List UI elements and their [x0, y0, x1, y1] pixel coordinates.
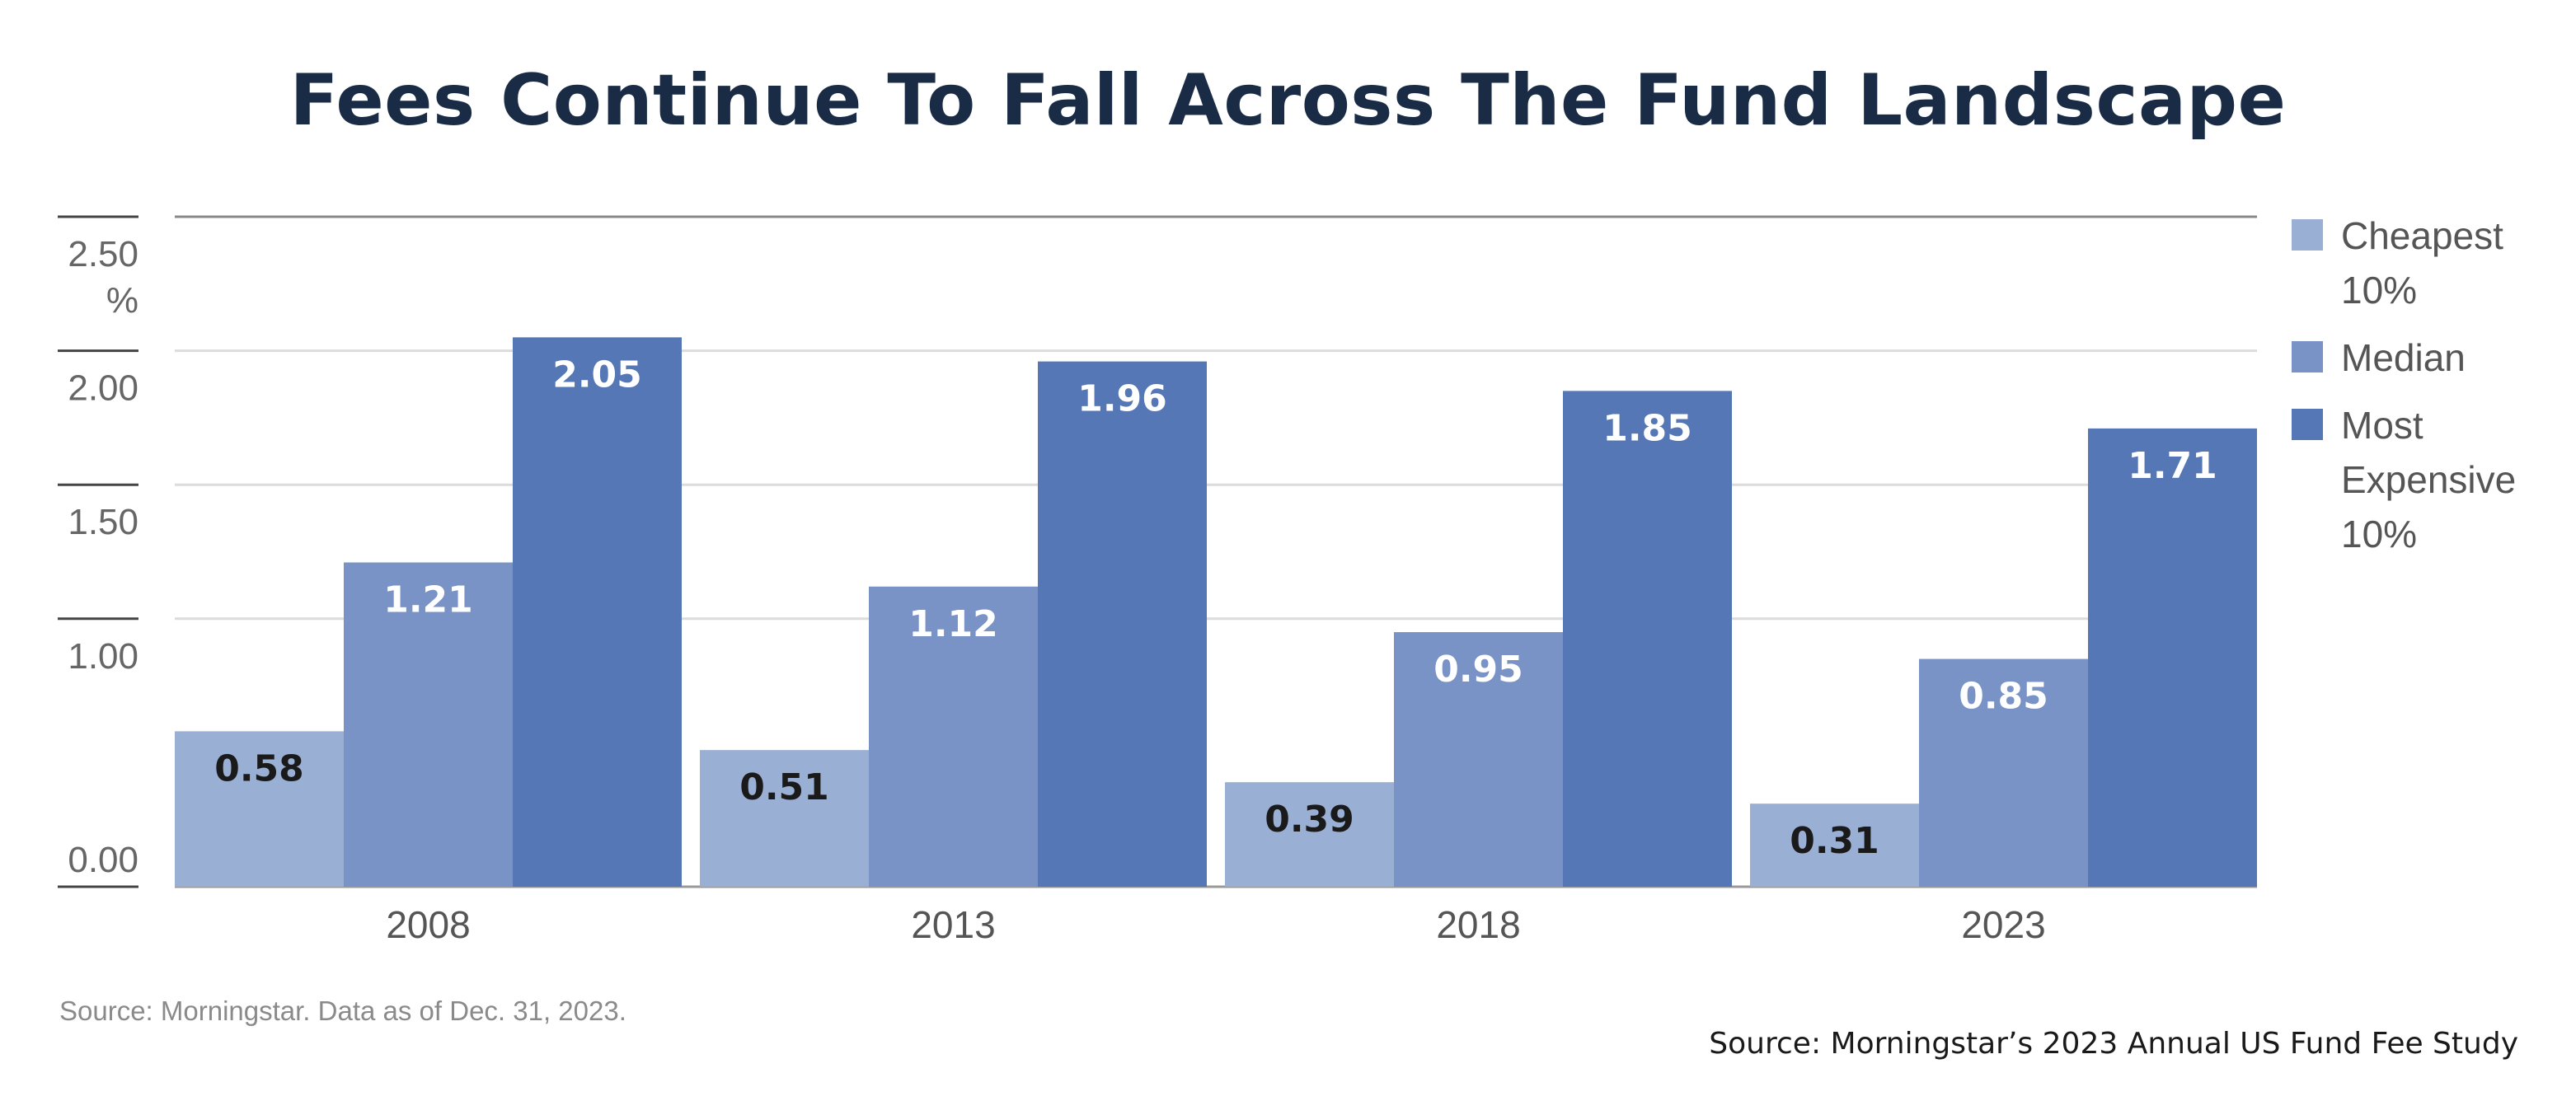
- y-tick-label-4: 0.00: [68, 840, 138, 880]
- data-labels: 0.58 1.21 2.05 0.51 1.12 1.96 0.39 0.95 1.85 0.31…: [214, 354, 2217, 862]
- chart-title: Fees Continue To Fall Across The Fund La…: [289, 59, 2287, 142]
- legend-label-2: Most: [2341, 404, 2424, 447]
- bars: [175, 337, 2257, 888]
- legend-label-0-1: 10%: [2341, 269, 2417, 312]
- data-label-2023-s2: 1.71: [2128, 445, 2217, 487]
- bar-2023-s1: [1919, 658, 2088, 887]
- x-axis: 2008 2013 2018 2023: [386, 903, 2045, 946]
- y-tick-label-2: 1.50: [68, 502, 138, 542]
- y-tick-label-3: 1.00: [68, 636, 138, 677]
- legend-swatch-0: [2292, 219, 2323, 251]
- bar-2018-s1: [1394, 632, 1563, 887]
- legend-label-0: Cheapest: [2341, 214, 2503, 257]
- y-tick-label-0: 2.50: [68, 234, 138, 274]
- data-label-2013-s2: 1.96: [1077, 378, 1167, 420]
- y-axis: 2.50% 2.00 1.50 1.00 0.00: [58, 215, 138, 888]
- bar-2023-s0: [1750, 803, 1919, 887]
- legend: Cheapest 10% Median Most Expensive 10%: [2292, 214, 2516, 555]
- data-label-2008-s0: 0.58: [214, 747, 304, 789]
- x-tick-label-2013: 2013: [911, 903, 995, 946]
- data-label-2018-s1: 0.95: [1433, 649, 1523, 691]
- legend-swatch-1: [2292, 341, 2323, 372]
- data-label-2008-s1: 1.21: [383, 579, 473, 621]
- y-tick-label-1: 2.00: [68, 368, 138, 409]
- bar-2013-s2: [1038, 361, 1207, 887]
- data-label-2023-s0: 0.31: [1790, 820, 1879, 862]
- data-label-2008-s2: 2.05: [552, 354, 642, 396]
- data-label-2023-s1: 0.85: [1959, 676, 2048, 718]
- data-label-2013-s1: 1.12: [908, 603, 998, 645]
- bar-2008-s0: [175, 731, 344, 887]
- source-caption: Source: Morningstar’s 2023 Annual US Fun…: [1709, 1027, 2518, 1061]
- x-tick-label-2023: 2023: [1961, 903, 2045, 946]
- y-tick-label-0-1: %: [106, 280, 138, 321]
- legend-label-1: Median: [2341, 336, 2466, 379]
- legend-label-2-2: 10%: [2341, 513, 2417, 555]
- x-tick-label-2008: 2008: [386, 903, 470, 946]
- bar-2018-s2: [1563, 391, 1732, 887]
- chart-note: Source: Morningstar. Data as of Dec. 31,…: [59, 996, 626, 1026]
- legend-swatch-2: [2292, 409, 2323, 440]
- data-label-2018-s0: 0.39: [1265, 799, 1354, 841]
- bar-2013-s1: [869, 586, 1038, 887]
- legend-label-2-1: Expensive: [2341, 458, 2516, 501]
- bar-2013-s0: [700, 750, 869, 887]
- bar-2018-s0: [1225, 782, 1394, 887]
- bar-2023-s2: [2088, 428, 2257, 887]
- data-label-2013-s0: 0.51: [739, 766, 829, 808]
- bar-2008-s1: [344, 562, 513, 887]
- bar-2008-s2: [513, 337, 682, 888]
- x-tick-label-2018: 2018: [1436, 903, 1520, 946]
- data-label-2018-s2: 1.85: [1602, 407, 1692, 449]
